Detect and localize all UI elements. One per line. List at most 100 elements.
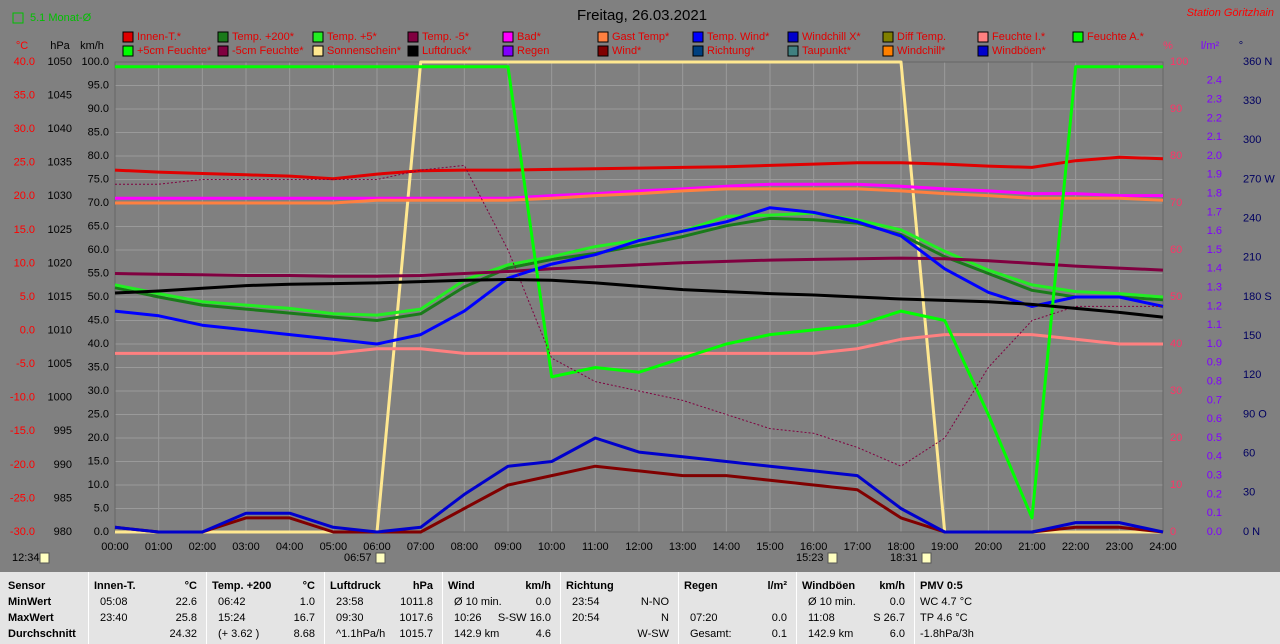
badge: 5.1 Monat-Ø [30, 12, 92, 24]
y-tick-label: 1040 [48, 123, 72, 135]
y-tick-label: 20.0 [14, 190, 35, 202]
group-name: Regen [684, 580, 718, 592]
legend-swatch [122, 45, 134, 57]
y-tick-label: 35.0 [88, 361, 109, 373]
legend-swatch [787, 45, 799, 57]
y-tick-label: 30.0 [14, 123, 35, 135]
x-tick-label: 05:00 [320, 541, 348, 553]
axis-unit: km/h [80, 40, 104, 52]
legend-label: Luftdruck* [422, 45, 472, 57]
y-tick-label: 2.1 [1207, 131, 1222, 143]
y-tick-label: 100 [1170, 56, 1188, 68]
y-tick-label: 15.0 [88, 455, 109, 467]
series-line [115, 164, 1163, 467]
y-tick-label: 1005 [48, 358, 72, 370]
group-name: PMV 0:5 [920, 580, 963, 592]
y-tick-label: 300 [1243, 134, 1261, 146]
stat-cell: Ø 10 min. [454, 596, 502, 608]
x-tick-label: 22:00 [1062, 541, 1090, 553]
legend-swatch [597, 45, 609, 57]
y-tick-label: 65.0 [88, 220, 109, 232]
y-tick-label: 240 [1243, 213, 1261, 225]
y-tick-label: 180 S [1243, 291, 1272, 303]
y-tick-label: 25.0 [88, 408, 109, 420]
legend-swatch [787, 31, 799, 43]
y-tick-label: 1010 [48, 324, 72, 336]
axis-unit: ° [1239, 40, 1243, 52]
y-tick-label: -25.0 [10, 492, 35, 504]
y-tick-label: 80 [1170, 150, 1182, 162]
y-tick-label: 1.6 [1207, 225, 1222, 237]
stat-cell: 4.6 [535, 628, 551, 640]
x-tick-label: 21:00 [1018, 541, 1046, 553]
y-tick-label: 40.0 [88, 338, 109, 350]
group-name: Temp. +200 [212, 580, 272, 592]
stat-cell: 1015.7 [399, 628, 433, 640]
x-tick-label: 02:00 [189, 541, 217, 553]
stat-cell: 15:24 [218, 612, 246, 624]
axis-unit: % [1163, 40, 1173, 52]
y-tick-label: 10.0 [14, 257, 35, 269]
y-tick-label: 0.4 [1207, 451, 1222, 463]
y-tick-label: 60 [1170, 244, 1182, 256]
legend-swatch [1072, 31, 1084, 43]
separator [206, 572, 207, 644]
y-tick-label: 30 [1243, 487, 1255, 499]
y-tick-label: 10.0 [88, 479, 109, 491]
y-tick-label: 0.0 [20, 324, 35, 336]
legend-swatch [502, 31, 514, 43]
stat-cell: 0.0 [771, 612, 787, 624]
separator [88, 572, 89, 644]
y-tick-label: 85.0 [88, 126, 109, 138]
station: Station Göritzhain [1187, 7, 1274, 19]
time-marker: 06:57 [344, 552, 372, 564]
y-tick-label: 2.0 [1207, 150, 1222, 162]
y-tick-label: 90 [1170, 103, 1182, 115]
y-tick-label: 1045 [48, 89, 72, 101]
y-tick-label: 1035 [48, 157, 72, 169]
y-tick-label: 45.0 [88, 314, 109, 326]
stat-cell: 22.6 [175, 596, 197, 608]
stat-cell: N [661, 612, 669, 624]
x-tick-label: 09:00 [494, 541, 522, 553]
legend-label: Windböen* [992, 45, 1047, 57]
row-label: Durchschnitt [8, 628, 76, 640]
y-tick-label: 360 N [1243, 56, 1272, 68]
legend-swatch [882, 45, 894, 57]
x-tick-label: 06:00 [363, 541, 391, 553]
y-tick-label: -5.0 [16, 358, 35, 370]
legend-swatch [502, 45, 514, 57]
group-name: Luftdruck [330, 580, 381, 592]
x-tick-label: 07:00 [407, 541, 435, 553]
series-line [114, 436, 1164, 534]
chart: 5.1 Monat-Ø Freitag, 26.03.2021 Station … [10, 7, 1275, 564]
stat-cell: 1011.8 [400, 596, 433, 608]
stat-cell: (+ 3.62 ) [218, 628, 260, 640]
stat-cell: 0.0 [535, 596, 551, 608]
y-tick-label: 1020 [48, 257, 72, 269]
series-line [114, 256, 1164, 278]
y-tick-label: 80.0 [88, 150, 109, 162]
x-tick-label: 11:00 [582, 541, 609, 553]
stat-cell: 23:54 [572, 596, 600, 608]
y-tick-label: 0.8 [1207, 376, 1222, 388]
y-tick-label: 0.0 [1207, 526, 1222, 538]
legend-label: Windchill* [897, 45, 946, 57]
row-label: MaxWert [8, 612, 54, 624]
x-tick-label: 14:00 [713, 541, 741, 553]
legend-swatch [977, 31, 989, 43]
y-tick-label: 1.0 [1207, 338, 1222, 350]
time-marker: 12:34 [12, 552, 40, 564]
legend-swatch [977, 45, 989, 57]
legend-label: Feuchte I.* [992, 31, 1046, 43]
separator [442, 572, 443, 644]
y-tick-label: 60.0 [88, 244, 109, 256]
legend-swatch [217, 31, 229, 43]
y-tick-label: 1.5 [1207, 244, 1222, 256]
y-tick-label: 0.9 [1207, 357, 1222, 369]
stat-cell: 1.0 [299, 596, 315, 608]
group-unit: l/m² [767, 580, 787, 592]
y-tick-label: 1.3 [1207, 282, 1222, 294]
y-tick-label: 1050 [48, 56, 72, 68]
